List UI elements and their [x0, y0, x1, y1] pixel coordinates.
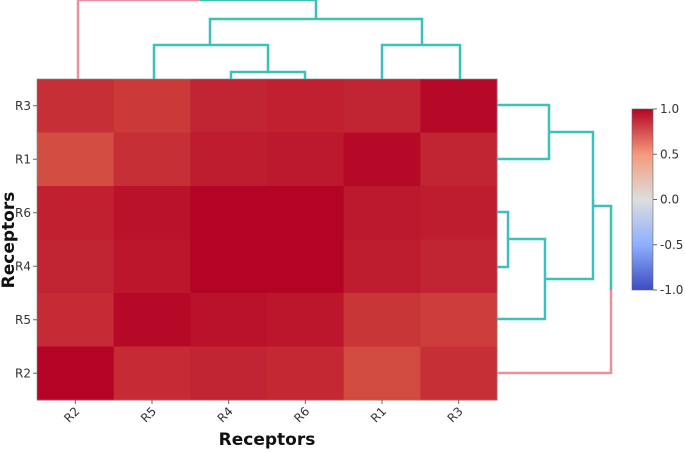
dendro-link-r1-r3	[380, 43, 462, 79]
dendro-link-root-row	[593, 204, 613, 290]
heatmap-cell-R1-R3	[420, 132, 498, 187]
heatmap-cell-R4-R6	[267, 239, 345, 294]
heatmap-cell-R6-R5	[113, 186, 191, 240]
dendro-link-r2	[497, 290, 613, 375]
heatmap-cell-R5-R4	[190, 293, 268, 347]
dendro-link-top	[208, 17, 424, 45]
y-tick-label: R1	[15, 152, 31, 166]
x-tick-label: R4	[215, 404, 236, 425]
colorbar-tick-label: -0.5	[660, 238, 683, 252]
row-dendrogram	[497, 103, 613, 375]
colorbar-ticks: 1.0 0.5 0.0 -0.5 -1.0	[653, 102, 683, 297]
heatmap-cell-R6-R4	[190, 186, 268, 240]
heatmap-cell-R3-R2	[37, 79, 115, 133]
y-tick-label: R6	[15, 206, 31, 220]
heatmap-cell-R5-R5	[113, 293, 191, 347]
colorbar-tick-label: -1.0	[660, 283, 683, 297]
heatmap-cell-R4-R5	[113, 239, 191, 294]
heatmap-cell-R5-R2	[37, 293, 115, 347]
heatmap-cell-R2-R4	[190, 346, 268, 401]
colorbar-tick-label: 0.0	[660, 193, 679, 207]
heatmap-cell-R1-R5	[113, 132, 191, 187]
y-tick-labels: R3 R1 R6 R4 R5 R2	[15, 99, 37, 380]
heatmap-cell-R5-R6	[267, 293, 345, 347]
dendro-link-r4-r6	[229, 70, 307, 79]
x-tick-labels: R2 R5 R4 R6 R1 R3	[61, 400, 466, 425]
heatmap-cell-R5-R1	[343, 293, 421, 347]
heatmap-cell-R4-R3	[420, 239, 498, 294]
heatmap-cell-R3-R1	[343, 79, 421, 133]
heatmap-cell-R2-R1	[343, 346, 421, 401]
heatmap-cell-R2-R3	[420, 346, 498, 401]
heatmap-cell-R6-R1	[343, 186, 421, 240]
y-tick-label: R5	[15, 313, 31, 327]
heatmap-cell-R4-R4	[190, 239, 268, 294]
heatmap-cell-R1-R4	[190, 132, 268, 187]
heatmap-cell-R6-R3	[420, 186, 498, 240]
dendro-link-r6r4-r5	[497, 237, 547, 321]
heatmap-cell-R3-R6	[267, 79, 345, 133]
plot-frame	[36, 78, 498, 401]
heatmap-cell-R2-R6	[267, 346, 345, 401]
dendro-link-root-right	[200, 0, 318, 19]
heatmap-cell-R5-R3	[420, 293, 498, 347]
dendro-link-r6-r4	[497, 210, 510, 269]
heatmap-cell-R1-R2	[37, 132, 115, 187]
colorbar-gradient	[631, 108, 654, 291]
y-tick-label: R2	[15, 366, 31, 380]
y-tick-label: R4	[15, 259, 31, 273]
heatmap-cell-R1-R6	[267, 132, 345, 187]
heatmap-cell-R3-R3	[420, 79, 498, 133]
column-dendrogram	[76, 0, 462, 79]
colorbar: 1.0 0.5 0.0 -0.5 -1.0	[631, 102, 683, 297]
y-axis-title: Receptors	[0, 192, 19, 289]
heatmap-cell-R1-R1	[343, 132, 421, 187]
dendro-link-mid	[545, 130, 595, 281]
y-tick-label: R3	[15, 99, 31, 113]
heatmap-cells	[37, 79, 498, 401]
x-tick-label: R5	[138, 404, 159, 425]
heatmap-cell-R6-R6	[267, 186, 345, 240]
colorbar-tick-label: 1.0	[660, 102, 679, 116]
x-tick-label: R6	[291, 404, 312, 425]
x-tick-label: R3	[445, 404, 466, 425]
heatmap-cell-R3-R4	[190, 79, 268, 133]
dendro-link-r3-r1	[497, 103, 551, 161]
dendro-link-root	[76, 0, 200, 79]
heatmap-cell-R6-R2	[37, 186, 115, 240]
x-tick-label: R2	[61, 404, 82, 425]
heatmap-cell-R4-R2	[37, 239, 115, 294]
x-tick-label: R1	[368, 404, 389, 425]
dendro-link-left	[152, 43, 270, 79]
colorbar-tick-label: 0.5	[660, 147, 679, 161]
heatmap-cell-R2-R5	[113, 346, 191, 401]
x-axis-title: Receptors	[219, 430, 316, 450]
heatmap-cell-R3-R5	[113, 79, 191, 133]
heatmap-cell-R4-R1	[343, 239, 421, 294]
heatmap-cell-R2-R2	[37, 346, 115, 401]
